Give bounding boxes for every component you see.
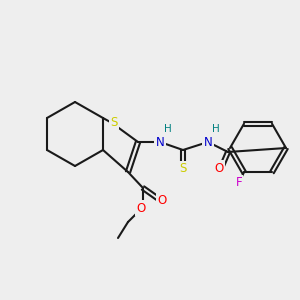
- Text: N: N: [204, 136, 212, 148]
- Text: H: H: [164, 124, 172, 134]
- Text: N: N: [156, 136, 164, 148]
- Text: O: O: [136, 202, 146, 214]
- Text: O: O: [214, 161, 224, 175]
- Text: S: S: [110, 116, 118, 128]
- Text: H: H: [212, 124, 220, 134]
- Text: S: S: [179, 163, 187, 176]
- Text: F: F: [236, 176, 242, 189]
- Text: O: O: [158, 194, 166, 206]
